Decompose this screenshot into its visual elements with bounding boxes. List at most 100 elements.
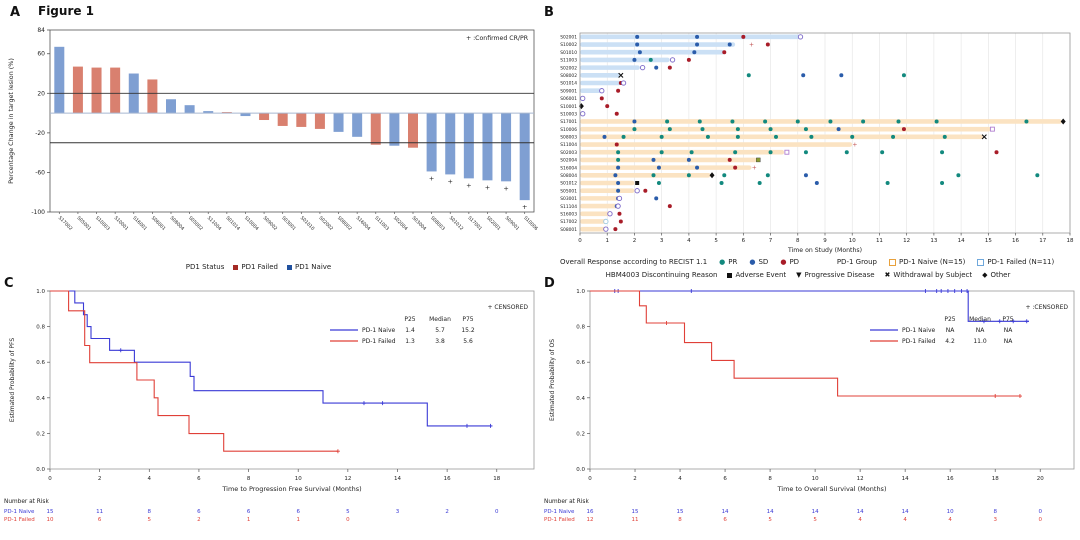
swimmer-row-label: S11104 <box>560 204 577 210</box>
swimmer-bar <box>580 203 619 209</box>
swimmer-row: S08003 <box>560 134 987 141</box>
open-square-marker <box>989 126 995 132</box>
swimmer-bar <box>580 65 640 70</box>
km-censor-mark <box>361 401 366 406</box>
swimmer-row-label: S17001 <box>560 119 577 125</box>
km-censor-mark <box>965 289 970 293</box>
response-sd-dot <box>801 73 806 78</box>
km-curve-pd-1-naive <box>50 290 492 427</box>
response-pr-dot <box>735 134 740 139</box>
km-x-tick: 2 <box>98 476 102 482</box>
swimmer-bar <box>580 149 785 155</box>
sq_filled-icon <box>287 264 292 270</box>
open-circle-marker <box>615 203 621 209</box>
swimmer-legend-response-group: Overall Response according to RECIST 1.1… <box>560 258 1080 266</box>
km-y-tick: 0.0 <box>576 467 585 473</box>
waterfall-x-label: S02001 <box>485 215 502 232</box>
stats-value: 4.2 <box>945 338 955 345</box>
swimmer-x-tick: 14 <box>958 238 965 244</box>
risk-row-name: PD-1 Naive <box>4 509 35 515</box>
response-pr-dot <box>765 173 770 178</box>
stats-col-header: P25 <box>944 316 955 323</box>
stats-value: NA <box>946 327 955 334</box>
open-circle-marker <box>580 95 586 102</box>
km-x-tick: 12 <box>344 476 351 482</box>
response-pr-dot <box>616 150 621 155</box>
legend-item: ● PR <box>719 258 737 266</box>
legend-item-label: Progressive Disease <box>804 271 875 279</box>
waterfall-y-axis-label: Percentage Change in target lesion (%) <box>7 58 15 184</box>
waterfall-y-tick: -60 <box>35 169 45 176</box>
swimmer-row: S16004 + <box>560 165 757 172</box>
waterfall-bar <box>482 113 493 181</box>
km-x-tick: 4 <box>678 476 682 482</box>
open-circle-marker <box>603 226 609 232</box>
risk-value: 0 <box>346 517 350 523</box>
open-circle-marker <box>639 64 646 71</box>
risk-value: 14 <box>767 509 774 515</box>
km-x-tick: 14 <box>902 476 909 482</box>
response-pd-dot <box>686 57 691 62</box>
figure-title: Figure 1 <box>38 4 95 18</box>
risk-value: 0 <box>495 509 499 515</box>
risk-row-name: PD-1 Failed <box>4 517 35 523</box>
legend-item-label: SD <box>758 258 769 266</box>
waterfall-bar <box>54 46 65 114</box>
sq_open-icon <box>977 258 985 266</box>
open-circle-marker <box>607 211 613 217</box>
km-x-tick: 2 <box>633 476 637 482</box>
km-censor-mark <box>997 319 1002 324</box>
risk-value: 6 <box>723 517 727 523</box>
swimmer-row-label: S03001 <box>560 196 577 202</box>
response-pr-dot <box>757 181 762 185</box>
response-pr-dot <box>665 119 670 124</box>
risk-value: 15 <box>677 509 684 515</box>
legend-item-label: PD <box>789 258 800 266</box>
km-censor-mark <box>118 348 123 353</box>
response-pr-dot <box>700 127 705 132</box>
risk-value: 11 <box>632 517 639 523</box>
open-circle-marker <box>669 57 676 63</box>
swimmer-x-tick: 9 <box>823 238 827 244</box>
swimmer-row: S02003 <box>560 149 999 156</box>
stats-value: 5.7 <box>435 327 445 334</box>
swimmer-row: S02001 <box>560 34 804 41</box>
risk-value: 15 <box>632 509 639 515</box>
waterfall-x-label: S02002 <box>318 215 335 232</box>
waterfall-bar <box>426 113 437 172</box>
swimmer-bar <box>580 173 711 178</box>
response-sd-dot <box>836 127 841 132</box>
risk-value: 16 <box>587 509 594 515</box>
diamond-icon: ◆ <box>982 270 988 279</box>
response-pr-dot <box>768 127 773 132</box>
km-censor-mark <box>1011 319 1016 324</box>
km-series-name: PD-1 Failed <box>362 338 396 345</box>
swimmer-bar <box>580 57 670 63</box>
km-y-tick: 0.4 <box>576 396 585 402</box>
km-series-name: PD-1 Naive <box>902 327 936 334</box>
response-pr-dot <box>768 150 773 155</box>
waterfall-x-label: S11004 <box>206 215 223 232</box>
response-pr-dot <box>1024 119 1029 124</box>
response-pd-dot <box>618 219 623 224</box>
response-pd-dot <box>667 65 672 70</box>
panel-b-letter: B <box>544 5 554 20</box>
open-circle-marker <box>620 80 627 86</box>
response-pr-dot <box>689 150 694 155</box>
waterfall-y-tick: 60 <box>37 51 45 58</box>
risk-value: 8 <box>148 509 152 515</box>
risk-value: 14 <box>857 509 864 515</box>
km-series-name: PD-1 Failed <box>902 338 936 345</box>
legend-title: Overall Response according to RECIST 1.1 <box>560 258 708 266</box>
km-y-tick: 0.6 <box>576 360 585 366</box>
km-x-tick: 8 <box>768 476 772 482</box>
legend-title: PD1 Status <box>185 263 225 271</box>
legend-item: Adverse Event <box>727 271 786 279</box>
swimmer-row-label: S16004 <box>560 165 577 171</box>
response-sd-dot <box>637 50 642 55</box>
response-sd-dot <box>616 165 621 170</box>
swimmer-legend-reason: HBM4003 Discontinuing Reason Adverse Even… <box>560 271 1080 279</box>
swimmer-row: S08001 <box>560 226 618 233</box>
response-pr-dot <box>667 127 672 132</box>
panel-c-letter: C <box>4 276 14 291</box>
